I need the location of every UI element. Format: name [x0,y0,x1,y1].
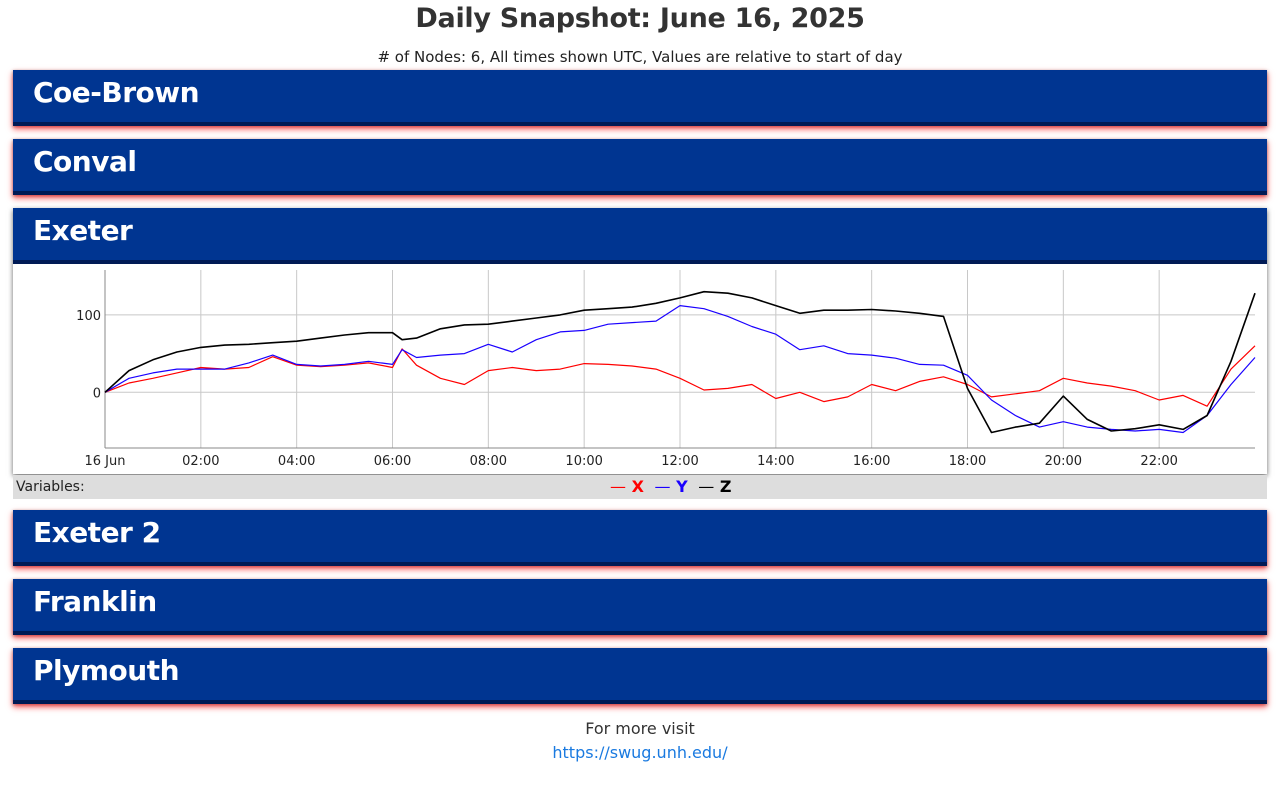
x-tick-label: 14:00 [757,454,794,469]
legend-label-y: Y [676,477,688,496]
node-header[interactable]: Plymouth [13,648,1267,704]
x-tick-label: 06:00 [374,454,411,469]
legend-swatch-z: — [698,477,715,496]
node-conval[interactable]: Conval [13,139,1267,195]
y-tick-label: 100 [76,309,101,324]
magnetometer-chart: 16 Jun 02:00 04:00 06:00 08:00 10:00 12:00 14:0… [76,270,1256,469]
legend-swatch-y: — [654,477,671,496]
x-tick-label: 04:00 [278,454,315,469]
page-subtitle: # of Nodes: 6, All times shown UTC, Valu… [377,48,903,66]
series-line-z [104,290,1256,434]
node-header[interactable]: Coe-Brown [13,70,1267,126]
node-exeter[interactable]: Exeter 16 Jun 02:00 04:00 06:00 08:00 10:00 12… [13,208,1267,499]
node-franklin[interactable]: Franklin [13,579,1267,635]
page-title: Daily Snapshot: June 16, 2025 [415,3,865,34]
x-tick-label: 02:00 [182,454,219,469]
legend-items: — X — Y — Z [610,477,736,496]
series-line-y [104,305,1256,434]
x-tick-label: 12:00 [661,454,698,469]
node-header[interactable]: Franklin [13,579,1267,635]
node-plymouth[interactable]: Plymouth [13,648,1267,704]
legend-swatch-x: — [610,477,626,496]
node-header[interactable]: Conval [13,139,1267,195]
x-tick-label: 10:00 [565,454,602,469]
x-tick-label: 08:00 [470,454,507,469]
legend-bar: Variables: — X — Y — Z [13,475,1267,499]
legend-item-y[interactable]: — Y [655,477,694,496]
legend-item-z[interactable]: — Z [698,477,731,496]
legend-item-x[interactable]: — X [610,477,650,496]
legend-label-z: Z [719,477,732,496]
chart-panel: 16 Jun 02:00 04:00 06:00 08:00 10:00 12:00 14:0… [13,264,1267,499]
x-tick-label: 22:00 [1140,454,1177,469]
legend-label-x: X [631,477,644,496]
footer-link[interactable]: https://swug.unh.edu/ [552,743,728,762]
node-exeter-2[interactable]: Exeter 2 [13,510,1267,566]
node-header[interactable]: Exeter [13,208,1267,264]
footer-text: For more visit [585,719,695,738]
x-tick-label: 20:00 [1045,454,1082,469]
y-tick-label: 0 [93,386,101,401]
x-tick-label: 16 Jun [85,454,126,469]
footer-link-wrap: https://swug.unh.edu/ [0,743,1280,762]
series-line-x [104,345,1256,407]
x-tick-label: 16:00 [853,454,890,469]
node-header[interactable]: Exeter 2 [13,510,1267,566]
legend-label: Variables: [16,479,85,495]
node-coe-brown[interactable]: Coe-Brown [13,70,1267,126]
x-tick-label: 18:00 [949,454,986,469]
